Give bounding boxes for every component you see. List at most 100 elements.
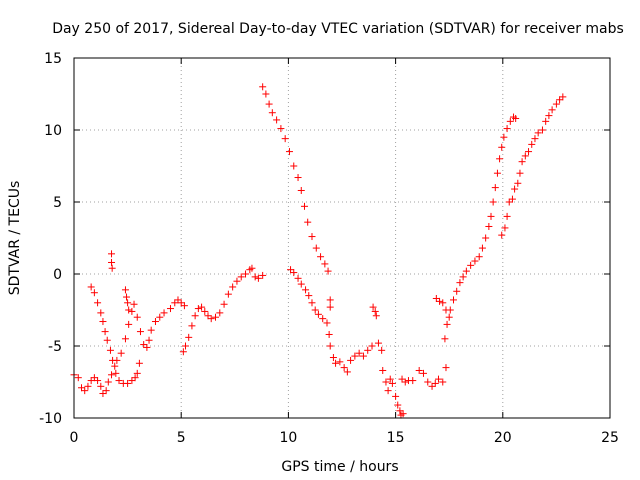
data-point — [156, 313, 164, 321]
y-tick-label: -10 — [39, 411, 62, 427]
data-point — [204, 312, 212, 320]
data-point — [229, 283, 237, 291]
data-point — [99, 318, 107, 326]
data-point — [74, 374, 82, 382]
data-point — [305, 292, 313, 300]
data-point — [145, 336, 153, 344]
data-point — [505, 198, 513, 206]
axes: 0 5 10 15 20 25 -10 -5 0 5 10 15 — [39, 51, 619, 446]
data-point — [109, 356, 117, 364]
data-point — [378, 346, 386, 354]
data-point — [285, 148, 293, 156]
data-point — [216, 309, 224, 317]
data-point — [290, 269, 298, 277]
data-point — [151, 318, 159, 326]
data-point — [254, 274, 262, 282]
data-point — [191, 312, 199, 320]
data-point — [130, 300, 138, 308]
data-point — [273, 116, 281, 124]
data-point — [128, 377, 136, 385]
data-point — [242, 270, 250, 278]
data-point — [108, 250, 116, 258]
data-point — [84, 382, 92, 390]
x-tick-label: 15 — [387, 430, 405, 446]
data-point — [372, 312, 380, 320]
data-point — [388, 379, 396, 387]
data-point — [415, 366, 423, 374]
data-point — [268, 109, 276, 117]
data-point — [493, 169, 501, 177]
data-point — [179, 348, 187, 356]
y-tick-label: 15 — [44, 51, 62, 67]
data-point — [262, 90, 270, 98]
data-point — [434, 375, 442, 383]
data-point — [443, 320, 451, 328]
data-point — [386, 375, 394, 383]
data-point — [123, 293, 131, 301]
data-point — [103, 336, 111, 344]
data-point — [351, 352, 359, 360]
data-point — [324, 267, 332, 275]
data-point — [332, 359, 340, 367]
data-point — [124, 379, 132, 387]
x-tick-label: 0 — [70, 430, 79, 446]
x-tick-label: 20 — [494, 430, 512, 446]
data-point — [125, 320, 133, 328]
data-point — [398, 375, 406, 383]
data-point — [90, 374, 98, 382]
data-point — [340, 364, 348, 372]
data-point — [112, 369, 120, 377]
data-point — [124, 299, 132, 307]
data-point — [506, 117, 514, 125]
data-point — [147, 326, 155, 334]
data-point — [108, 264, 116, 272]
data-point — [428, 382, 436, 390]
y-tick-label: -5 — [48, 339, 62, 355]
grid-lines — [74, 58, 610, 418]
data-point — [491, 184, 499, 192]
data-point — [326, 342, 334, 350]
data-point — [531, 135, 539, 143]
data-point — [115, 377, 123, 385]
data-point — [496, 155, 504, 163]
data-point — [94, 377, 102, 385]
data-point — [336, 358, 344, 366]
data-point — [302, 286, 310, 294]
data-point — [143, 343, 151, 351]
data-point — [290, 162, 298, 170]
data-point — [475, 253, 483, 261]
data-point — [277, 125, 285, 133]
data-point — [121, 335, 129, 343]
data-point — [501, 224, 509, 232]
data-point — [528, 140, 536, 148]
data-point — [131, 374, 139, 382]
data-point — [224, 290, 232, 298]
data-point — [503, 125, 511, 133]
data-point — [521, 152, 529, 160]
data-point — [233, 277, 241, 285]
data-point — [514, 179, 522, 187]
data-point — [556, 96, 564, 104]
data-point — [445, 313, 453, 321]
plot-frame — [73, 57, 611, 419]
data-point — [382, 378, 390, 386]
data-point — [439, 299, 447, 307]
data-point — [359, 352, 367, 360]
y-axis-label: SDTVAR / TECUs — [7, 181, 23, 296]
data-point — [171, 299, 179, 307]
data-point — [409, 377, 417, 385]
data-point — [401, 378, 409, 386]
data-point — [166, 305, 174, 313]
data-point — [498, 231, 506, 239]
x-tick-label: 25 — [601, 430, 619, 446]
data-point — [188, 322, 196, 330]
data-point — [207, 315, 215, 323]
data-point — [467, 261, 475, 269]
data-point — [312, 244, 320, 252]
data-point — [441, 335, 449, 343]
data-point — [542, 117, 550, 125]
chart-title: Day 250 of 2017, Sidereal Day-to-day VTE… — [52, 21, 624, 37]
data-point — [308, 233, 316, 241]
x-axis-label: GPS time / hours — [281, 459, 398, 475]
data-point — [97, 382, 105, 390]
